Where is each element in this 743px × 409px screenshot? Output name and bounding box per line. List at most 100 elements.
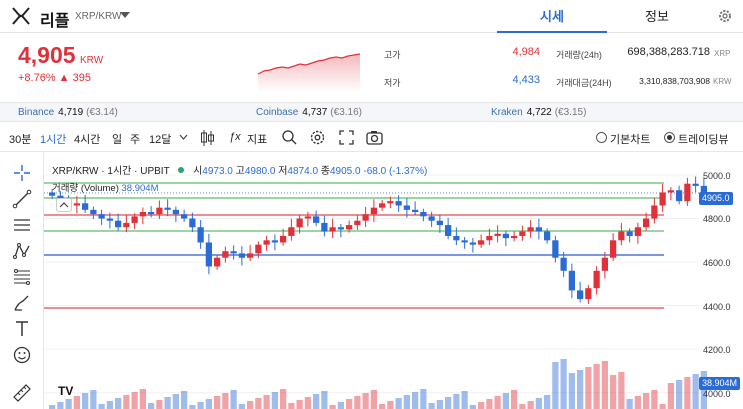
candle-body	[667, 190, 674, 193]
volume-bar	[560, 359, 567, 409]
tradingview-radio[interactable]	[664, 132, 675, 143]
interval-week[interactable]: 주	[130, 134, 141, 146]
candle-body	[676, 190, 683, 202]
volume-bar	[420, 389, 427, 409]
volume-bar	[197, 402, 204, 409]
volume-bar	[618, 372, 625, 409]
candle-body	[313, 216, 320, 223]
volume-bar	[205, 399, 212, 409]
volume-bar	[90, 390, 97, 409]
settings-icon[interactable]	[309, 129, 326, 146]
crosshair-icon[interactable]	[12, 163, 32, 183]
volume-bar	[181, 391, 188, 409]
camera-icon[interactable]	[366, 130, 383, 145]
candle-body	[131, 216, 138, 223]
tab-info[interactable]: 정보	[645, 9, 669, 24]
pair-subtitle: XRP/KRW	[75, 11, 122, 22]
exchange-coinbase[interactable]: Coinbase 4,737 (€3.16)	[256, 107, 362, 118]
tradingview-logo: TV	[58, 384, 74, 398]
fx-icon[interactable]: ƒx	[229, 131, 241, 143]
volume-bar	[296, 400, 303, 409]
candle-body	[502, 233, 509, 239]
volume-bar	[148, 403, 155, 409]
volume-bar	[478, 402, 485, 409]
candle-body	[296, 218, 303, 228]
volume-bar	[304, 397, 311, 409]
trendline-icon[interactable]	[12, 189, 32, 209]
exchange-price-row: Binance 4,719 (€3.14) Coinbase 4,737 (€3.16)…	[0, 102, 743, 122]
pattern-icon[interactable]	[12, 241, 32, 261]
volume-bar	[139, 389, 146, 409]
candle-body	[585, 288, 592, 300]
volume-bar	[98, 404, 105, 409]
emoji-icon[interactable]	[12, 345, 32, 365]
candle-body	[164, 207, 171, 210]
fullscreen-icon[interactable]	[339, 130, 354, 145]
y-tick: 4800.0	[703, 214, 731, 224]
basic-chart-radio[interactable]	[596, 132, 607, 143]
y-tick: 4400.0	[703, 302, 731, 312]
candle-body	[321, 222, 328, 232]
amount-label: 거래대금(24H)	[556, 78, 612, 88]
volume-bar	[73, 396, 80, 409]
volume-unit: XRP	[714, 49, 731, 58]
volume-bar	[527, 401, 534, 409]
exchange-kraken[interactable]: Kraken 4,722 (€3.15)	[491, 107, 587, 118]
candle-body	[90, 209, 97, 215]
volume-bar	[544, 395, 551, 409]
volume-bar	[469, 405, 476, 409]
chevron-down-icon[interactable]	[179, 134, 188, 141]
candle-body	[172, 209, 179, 215]
volume-bar	[634, 396, 641, 409]
sparkline-chart	[257, 53, 361, 92]
level-lines	[44, 182, 699, 309]
price-unit: KRW	[80, 55, 104, 66]
gear-icon[interactable]	[717, 8, 733, 24]
volume-bar	[379, 404, 386, 409]
volume-bar	[436, 400, 443, 409]
volume-bar	[403, 395, 410, 409]
price-chart[interactable]	[44, 153, 743, 409]
interval-30m[interactable]: 30분	[9, 134, 32, 146]
volume-bar	[387, 401, 394, 409]
zoom-icon[interactable]	[281, 129, 297, 146]
candle-body	[478, 240, 485, 245]
chevron-down-icon[interactable]	[119, 10, 131, 20]
interval-4h[interactable]: 4시간	[74, 134, 101, 146]
tradingview-label[interactable]: 트레이딩뷰	[678, 134, 729, 146]
horizontal-lines-icon[interactable]	[12, 215, 32, 235]
volume-bar	[49, 405, 56, 409]
amount-value: 3,310,838,703,908	[639, 76, 710, 86]
volume-bar	[585, 367, 592, 409]
volume-bar	[189, 405, 196, 409]
interval-1h[interactable]: 1시간	[40, 134, 67, 146]
candle-body	[304, 216, 311, 219]
candle-body	[197, 227, 204, 243]
interval-day[interactable]: 일	[112, 134, 123, 146]
candle-body	[189, 218, 196, 228]
volume-bar	[247, 401, 254, 409]
tab-market[interactable]: 시세	[497, 0, 607, 33]
high-label: 고가	[384, 50, 401, 60]
candle-body	[148, 212, 155, 215]
volume-bar	[593, 364, 600, 409]
candlestick-icon[interactable]	[199, 129, 215, 147]
fibonacci-icon[interactable]	[12, 267, 32, 287]
candle-body	[98, 214, 105, 219]
volume-bar	[692, 374, 699, 409]
candle-body	[552, 240, 559, 258]
brush-icon[interactable]	[12, 293, 32, 313]
candle-body	[280, 235, 287, 243]
range-select[interactable]: 12달	[149, 134, 172, 146]
text-icon[interactable]	[12, 319, 32, 339]
ruler-icon[interactable]	[12, 383, 32, 403]
candle-body	[214, 257, 221, 267]
candle-body	[288, 227, 295, 236]
collapse-legend-icon[interactable]	[56, 198, 72, 212]
exchange-binance[interactable]: Binance 4,719 (€3.14)	[18, 107, 118, 118]
volume-value: 698,388,283.718	[627, 46, 710, 58]
indicator-button[interactable]: 지표	[247, 134, 268, 146]
volume-bar	[156, 400, 163, 409]
basic-chart-label[interactable]: 기본차트	[610, 134, 651, 146]
candle-body	[346, 225, 353, 230]
